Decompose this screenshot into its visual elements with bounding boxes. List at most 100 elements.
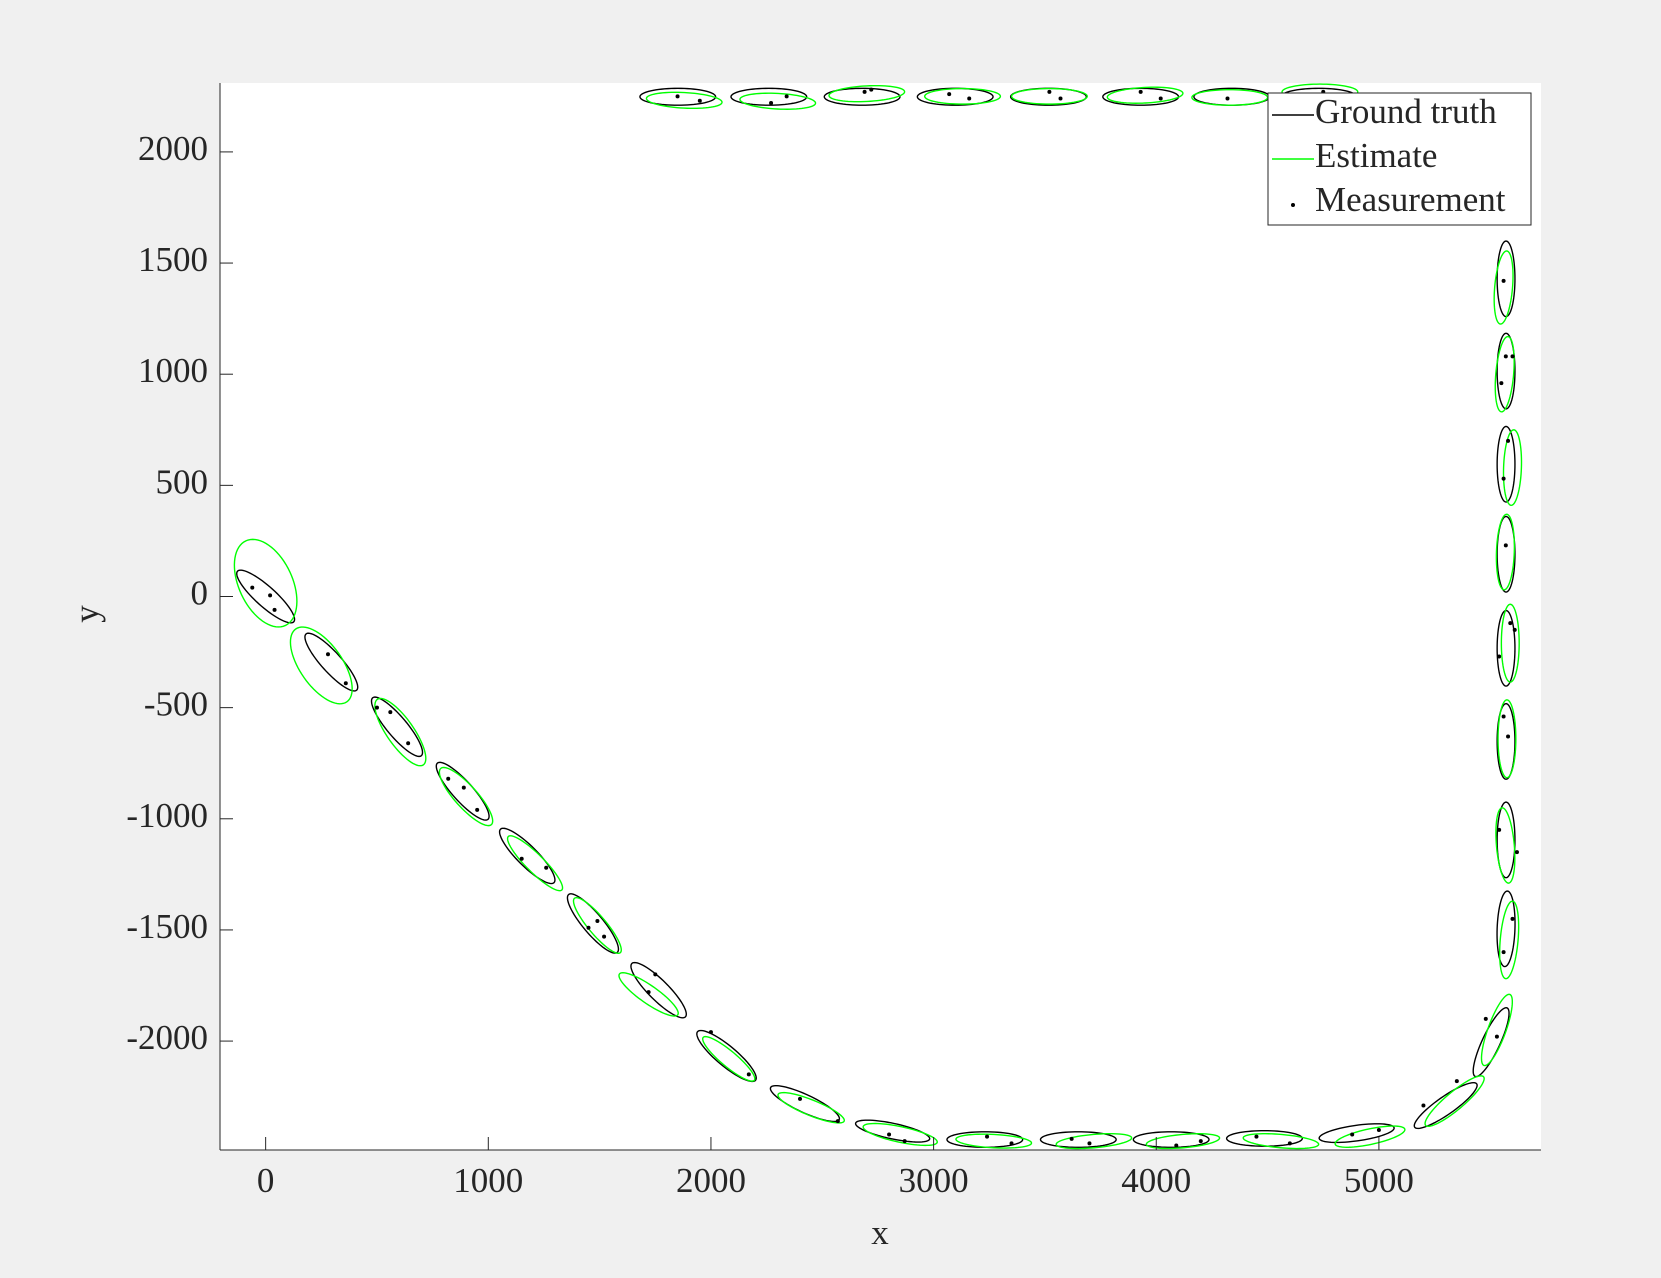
ellipse [1493,250,1514,325]
ellipse [1496,425,1516,503]
measurement-point [1225,96,1230,101]
measurement-point [1510,354,1515,359]
x-tick-label: 3000 [899,1161,969,1200]
ellipse [946,1131,1024,1149]
measurement-point [374,705,379,710]
ellipse [236,569,296,624]
measurement-point [586,925,591,930]
measurement-point [798,1096,803,1101]
ellipse [701,1035,756,1082]
measurement-point [1198,1139,1203,1144]
measurement-point [406,741,411,746]
measurement-point [1503,354,1508,359]
measurement-point [746,1072,751,1077]
plot-content [233,83,1523,1150]
ellipse [618,972,679,1017]
y-tick-label: -500 [144,685,208,724]
x-axis-label: x [871,1213,889,1252]
y-tick-label: 0 [191,574,209,613]
ellipse [862,1122,938,1147]
ellipse [1334,1125,1406,1148]
measurement-point [1087,1141,1092,1146]
measurement-point [1454,1079,1459,1084]
measurement-point [602,934,607,939]
measurement-point [1009,1141,1014,1146]
measurement-point [1501,714,1506,719]
measurement-point [595,919,600,924]
ellipse [630,961,688,1019]
measurement-point [1158,96,1163,101]
measurement-point [250,585,255,590]
measurement-point [1514,850,1519,855]
ellipse [438,766,494,827]
measurement-point [1376,1127,1381,1132]
ellipse [1502,429,1523,507]
measurement-point [1138,89,1143,94]
measurement-point [887,1132,892,1137]
measurement-point [862,89,867,94]
measurement-point [272,607,277,612]
y-tick-label: -2000 [126,1018,208,1057]
measurement-point [1174,1143,1179,1148]
measurement-point [1350,1132,1355,1137]
measurement-point [985,1134,990,1139]
ellipse [1318,1123,1395,1144]
measurement-point [708,1030,713,1035]
y-tick-label: 1000 [138,351,208,390]
ellipse [739,92,817,110]
legend-label: Estimate [1315,136,1437,175]
measurement-point [388,710,393,715]
ellipse [1145,1133,1221,1150]
measurement-point [1506,734,1511,739]
plot-area [220,83,1541,1150]
y-tick-label: 500 [156,462,209,501]
legend-label: Ground truth [1315,92,1497,131]
axes: 0 1000 2000 3000 4000 5000-2000-1500-1000-500… [126,83,1541,1200]
measurement-point [1421,1103,1426,1108]
ellipse [1225,1129,1304,1147]
x-tick-label: 2000 [676,1161,746,1200]
ellipse [730,87,808,106]
ellipse [1496,801,1516,879]
ellipse [374,697,427,767]
measurement-point [544,865,549,870]
measurement-point [1494,1034,1499,1039]
legend: Ground truth Estimate Measurement [1267,92,1532,226]
ellipse [289,626,353,705]
ellipse [566,893,620,954]
ellipse [923,87,1002,105]
measurement-point [1512,627,1517,632]
measurement-point [1483,1016,1488,1021]
measurement-point [967,96,972,101]
measurement-point [1254,1134,1259,1139]
ellipse [955,1133,1033,1149]
measurement-point [1069,1136,1074,1141]
x-tick-label: 0 [257,1161,275,1200]
measurement-point [1499,381,1504,386]
ellipse [1498,900,1520,980]
ellipse [854,1119,931,1143]
ellipse [506,835,564,892]
x-tick-label: 4000 [1121,1161,1191,1200]
ellipse [1039,1131,1117,1149]
y-tick-label: 1500 [138,240,208,279]
measurement-point [835,1119,840,1124]
measurement-point [1510,916,1515,921]
measurement-point [325,652,330,657]
y-tick-label: 2000 [138,129,208,168]
ellipse [1495,513,1516,591]
measurement-point [1497,827,1502,832]
measurement-point [1506,438,1511,443]
measurement-point [475,807,480,812]
ellipse [1242,1132,1320,1150]
measurement-point [268,593,273,598]
measurement-point [1287,1141,1292,1146]
ellipse [370,696,424,758]
measurement-point [947,92,952,97]
legend-swatch [1291,203,1295,207]
ellipse [1480,993,1514,1067]
ellipse [1495,807,1516,884]
ellipse [1055,1132,1133,1150]
